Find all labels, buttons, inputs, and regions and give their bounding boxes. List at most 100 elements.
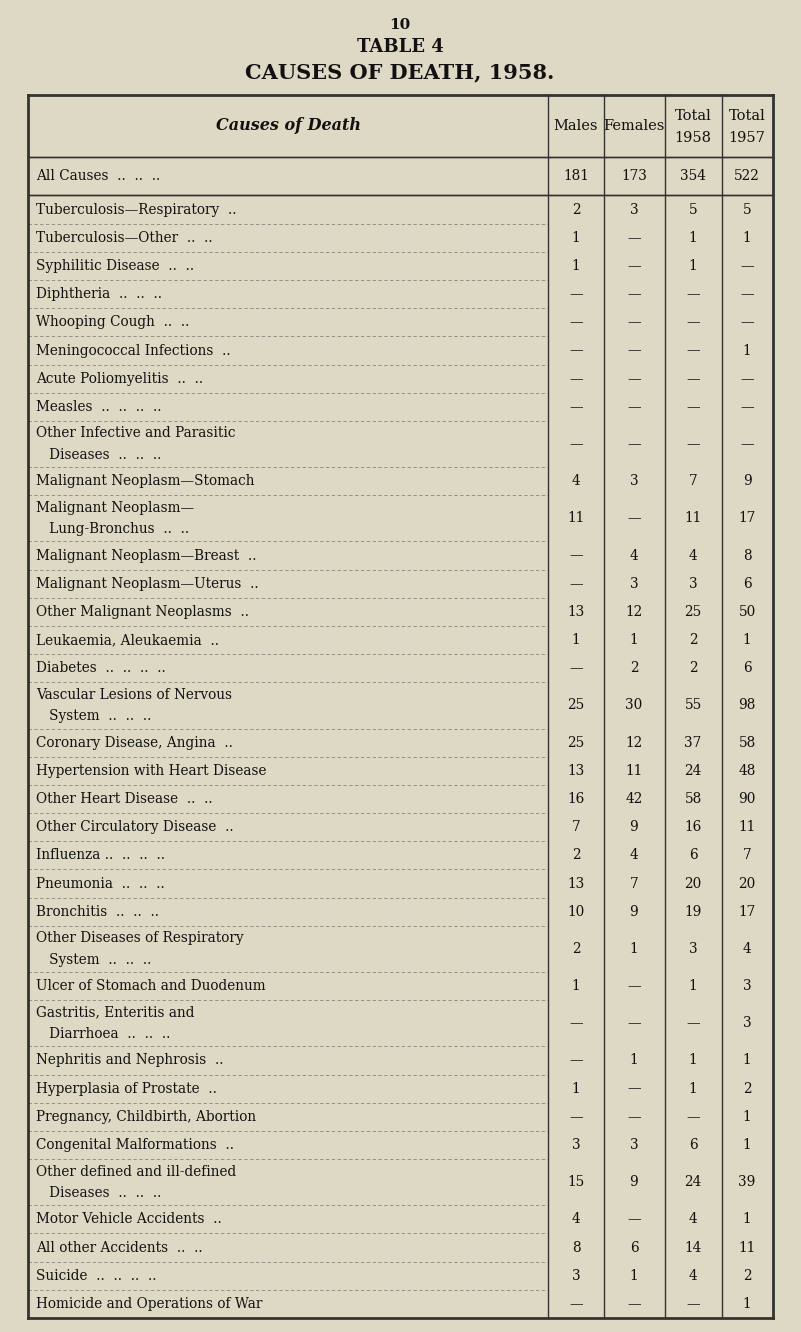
Text: 2: 2	[689, 633, 698, 647]
Text: —: —	[627, 288, 641, 301]
Text: 9: 9	[630, 821, 638, 834]
Text: 7: 7	[743, 848, 751, 862]
Text: 42: 42	[626, 793, 642, 806]
Text: 6: 6	[743, 661, 751, 675]
Text: —: —	[740, 372, 754, 386]
Text: Other Circulatory Disease  ..: Other Circulatory Disease ..	[36, 821, 234, 834]
Text: —: —	[686, 1297, 700, 1311]
Text: —: —	[570, 400, 583, 414]
Text: 8: 8	[572, 1240, 580, 1255]
Text: Pregnancy, Childbirth, Abortion: Pregnancy, Childbirth, Abortion	[36, 1110, 256, 1124]
Text: 1: 1	[630, 1268, 638, 1283]
Text: All Causes  ..  ..  ..: All Causes .. .. ..	[36, 169, 160, 184]
Text: 2: 2	[572, 202, 580, 217]
Text: 55: 55	[684, 698, 702, 713]
Text: 4: 4	[689, 1268, 698, 1283]
Text: —: —	[570, 1110, 583, 1124]
Text: 1: 1	[572, 258, 580, 273]
Text: All other Accidents  ..  ..: All other Accidents .. ..	[36, 1240, 203, 1255]
Text: 17: 17	[739, 511, 755, 525]
Text: 6: 6	[689, 1138, 698, 1152]
Text: Vascular Lesions of Nervous: Vascular Lesions of Nervous	[36, 687, 232, 702]
Text: 11: 11	[567, 511, 585, 525]
Text: 5: 5	[689, 202, 698, 217]
Text: —: —	[627, 1016, 641, 1030]
Text: 48: 48	[739, 763, 755, 778]
Text: —: —	[570, 1297, 583, 1311]
Text: 11: 11	[684, 511, 702, 525]
Text: Total: Total	[674, 109, 711, 123]
Text: 3: 3	[572, 1268, 580, 1283]
Text: —: —	[570, 372, 583, 386]
Text: 20: 20	[684, 876, 702, 891]
Text: 1: 1	[572, 979, 580, 994]
Text: TABLE 4: TABLE 4	[356, 39, 444, 56]
Text: 1: 1	[743, 1138, 751, 1152]
Text: 1: 1	[689, 979, 698, 994]
Text: —: —	[570, 344, 583, 357]
Text: 4: 4	[630, 848, 638, 862]
Text: 13: 13	[567, 605, 585, 619]
Text: 1: 1	[630, 1054, 638, 1067]
Text: Ulcer of Stomach and Duodenum: Ulcer of Stomach and Duodenum	[36, 979, 266, 994]
Text: —: —	[627, 437, 641, 452]
Text: 20: 20	[739, 876, 755, 891]
Text: 1: 1	[743, 1054, 751, 1067]
Text: System  ..  ..  ..: System .. .. ..	[36, 709, 151, 723]
Text: 9: 9	[630, 1175, 638, 1189]
Text: Diabetes  ..  ..  ..  ..: Diabetes .. .. .. ..	[36, 661, 166, 675]
Text: Diseases  ..  ..  ..: Diseases .. .. ..	[36, 1185, 161, 1200]
Text: Total: Total	[729, 109, 766, 123]
Text: —: —	[686, 400, 700, 414]
Text: —: —	[686, 372, 700, 386]
Text: Malignant Neoplasm—Uterus  ..: Malignant Neoplasm—Uterus ..	[36, 577, 259, 590]
Text: 10: 10	[567, 904, 585, 919]
Text: CAUSES OF DEATH, 1958.: CAUSES OF DEATH, 1958.	[245, 63, 554, 83]
Text: 12: 12	[626, 605, 642, 619]
Text: Malignant Neoplasm—Stomach: Malignant Neoplasm—Stomach	[36, 474, 255, 489]
Text: Gastritis, Enteritis and: Gastritis, Enteritis and	[36, 1006, 195, 1020]
Text: Leukaemia, Aleukaemia  ..: Leukaemia, Aleukaemia ..	[36, 633, 219, 647]
Text: Suicide  ..  ..  ..  ..: Suicide .. .. .. ..	[36, 1268, 156, 1283]
Text: —: —	[740, 437, 754, 452]
Text: 4: 4	[630, 549, 638, 562]
Text: 10: 10	[389, 19, 411, 32]
Text: 2: 2	[630, 661, 638, 675]
Text: 98: 98	[739, 698, 755, 713]
Text: 7: 7	[630, 876, 638, 891]
Text: —: —	[627, 511, 641, 525]
Text: 37: 37	[684, 735, 702, 750]
Text: Malignant Neoplasm—: Malignant Neoplasm—	[36, 501, 194, 514]
Text: Congenital Malformations  ..: Congenital Malformations ..	[36, 1138, 234, 1152]
Text: —: —	[627, 1110, 641, 1124]
Text: Other Heart Disease  ..  ..: Other Heart Disease .. ..	[36, 793, 212, 806]
Text: 4: 4	[572, 1212, 581, 1227]
Text: —: —	[627, 979, 641, 994]
Text: 14: 14	[684, 1240, 702, 1255]
Text: Measles  ..  ..  ..  ..: Measles .. .. .. ..	[36, 400, 162, 414]
Text: Hyperplasia of Prostate  ..: Hyperplasia of Prostate ..	[36, 1082, 217, 1096]
Text: 17: 17	[739, 904, 755, 919]
Text: 16: 16	[684, 821, 702, 834]
Text: 173: 173	[621, 169, 647, 184]
Text: Nephritis and Nephrosis  ..: Nephritis and Nephrosis ..	[36, 1054, 223, 1067]
Text: 354: 354	[680, 169, 706, 184]
Text: 58: 58	[739, 735, 755, 750]
Text: 2: 2	[743, 1082, 751, 1096]
Text: Acute Poliomyelitis  ..  ..: Acute Poliomyelitis .. ..	[36, 372, 203, 386]
Text: 522: 522	[734, 169, 760, 184]
Text: 1: 1	[630, 633, 638, 647]
Text: 1: 1	[743, 1110, 751, 1124]
Text: 2: 2	[689, 661, 698, 675]
Text: —: —	[570, 288, 583, 301]
Text: Meningococcal Infections  ..: Meningococcal Infections ..	[36, 344, 231, 357]
Text: 4: 4	[689, 549, 698, 562]
Text: 3: 3	[630, 577, 638, 590]
Text: 50: 50	[739, 605, 755, 619]
Text: —: —	[627, 258, 641, 273]
Text: —: —	[627, 1212, 641, 1227]
Text: —: —	[686, 1110, 700, 1124]
Text: 7: 7	[689, 474, 698, 489]
Text: —: —	[686, 1016, 700, 1030]
Text: 1: 1	[689, 1082, 698, 1096]
